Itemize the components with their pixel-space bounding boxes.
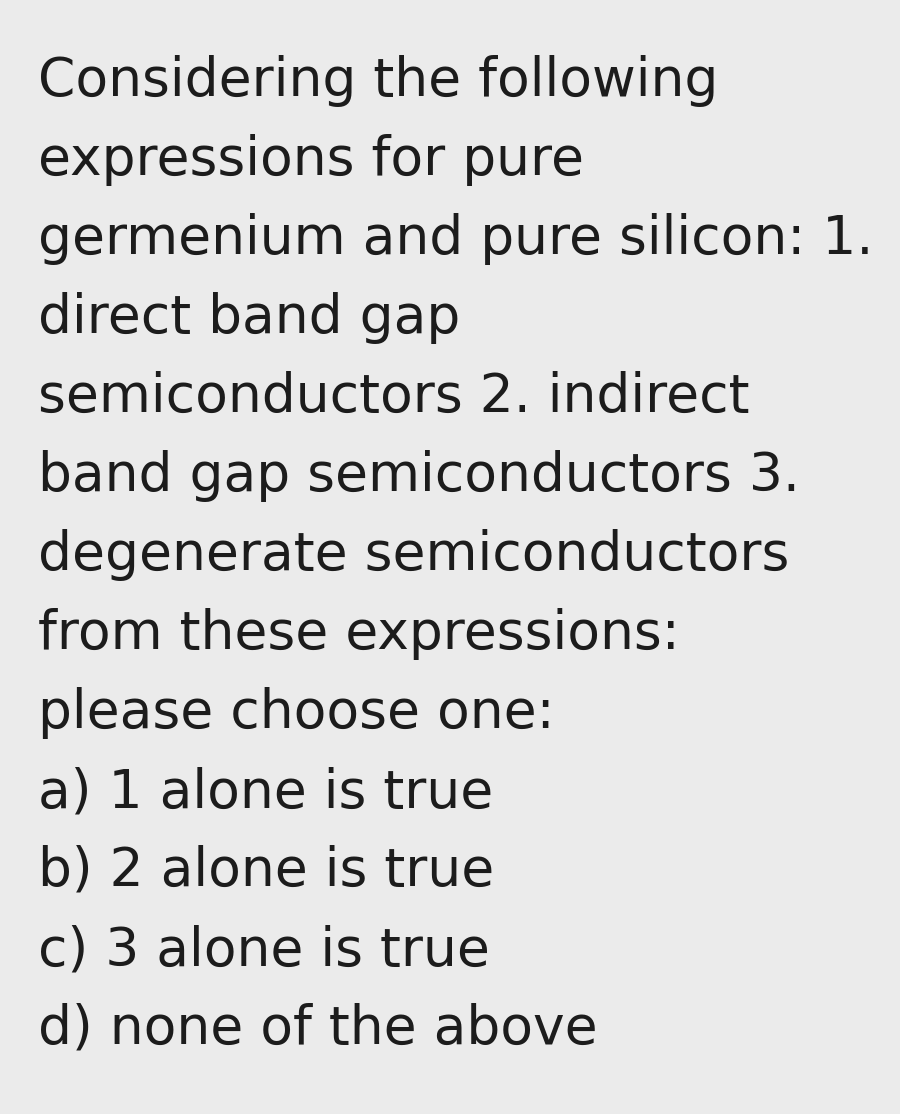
Text: from these expressions:: from these expressions: (38, 608, 679, 659)
Text: please choose one:: please choose one: (38, 687, 554, 739)
Text: direct band gap: direct band gap (38, 292, 460, 344)
Text: germenium and pure silicon: 1.: germenium and pure silicon: 1. (38, 213, 873, 265)
Text: band gap semiconductors 3.: band gap semiconductors 3. (38, 450, 800, 502)
Text: semiconductors 2. indirect: semiconductors 2. indirect (38, 371, 750, 423)
Text: a) 1 alone is true: a) 1 alone is true (38, 766, 493, 818)
Text: c) 3 alone is true: c) 3 alone is true (38, 924, 490, 976)
Text: degenerate semiconductors: degenerate semiconductors (38, 529, 789, 582)
Text: d) none of the above: d) none of the above (38, 1003, 598, 1055)
Text: b) 2 alone is true: b) 2 alone is true (38, 846, 494, 897)
Text: expressions for pure: expressions for pure (38, 134, 584, 186)
Text: Considering the following: Considering the following (38, 55, 718, 107)
